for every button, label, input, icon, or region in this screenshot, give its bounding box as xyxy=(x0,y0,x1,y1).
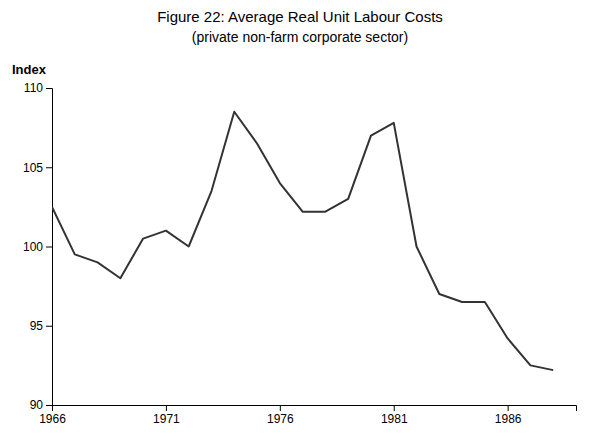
x-tick-mark xyxy=(508,405,509,411)
y-tick-mark xyxy=(46,247,52,248)
x-axis: 1966 1971 1976 1981 1986 xyxy=(39,405,576,426)
y-axis: 90 95 100 105 110 xyxy=(23,81,53,412)
y-tick-mark xyxy=(46,167,52,168)
x-tick-label: 1966 xyxy=(39,412,66,426)
y-tick-label: 105 xyxy=(23,161,43,175)
x-tick-mark xyxy=(394,405,395,411)
plot-area: 1966 1971 1976 1981 1986 90 95 100 105 110 xyxy=(23,81,577,425)
y-tick: 105 xyxy=(23,161,52,175)
line xyxy=(52,112,553,370)
x-tick: 1966 xyxy=(39,405,66,426)
y-tick-label: 90 xyxy=(30,398,44,412)
x-tick: 1971 xyxy=(153,405,180,426)
chart: Figure 22: Average Real Unit Labour Cost… xyxy=(0,0,600,441)
x-tick-label: 1981 xyxy=(381,412,408,426)
y-tick-label: 100 xyxy=(23,240,43,254)
x-axis-line xyxy=(53,406,577,412)
x-tick-label: 1971 xyxy=(153,412,180,426)
x-tick: 1981 xyxy=(381,405,408,426)
title: Figure 22: Average Real Unit Labour Cost… xyxy=(157,8,443,25)
y-tick-mark xyxy=(46,405,52,406)
y-tick: 90 xyxy=(30,398,52,412)
y-axis-line xyxy=(46,89,53,406)
y-axis-label: Index xyxy=(12,62,47,77)
x-tick: 1976 xyxy=(267,405,294,426)
y-tick: 110 xyxy=(24,81,52,95)
x-tick-mark xyxy=(280,405,281,411)
y-tick: 100 xyxy=(23,240,52,254)
subtitle: (private non-farm corporate sector) xyxy=(192,29,408,45)
x-tick-label: 1986 xyxy=(495,412,522,426)
marks xyxy=(52,112,553,370)
y-tick-mark xyxy=(46,326,52,327)
y-tick-mark xyxy=(46,88,52,89)
y-tick-label: 95 xyxy=(30,319,44,333)
x-tick-mark xyxy=(166,405,167,411)
y-tick: 95 xyxy=(30,319,52,333)
y-tick-label: 110 xyxy=(24,81,43,95)
x-tick: 1986 xyxy=(495,405,522,426)
x-tick-label: 1976 xyxy=(267,412,294,426)
